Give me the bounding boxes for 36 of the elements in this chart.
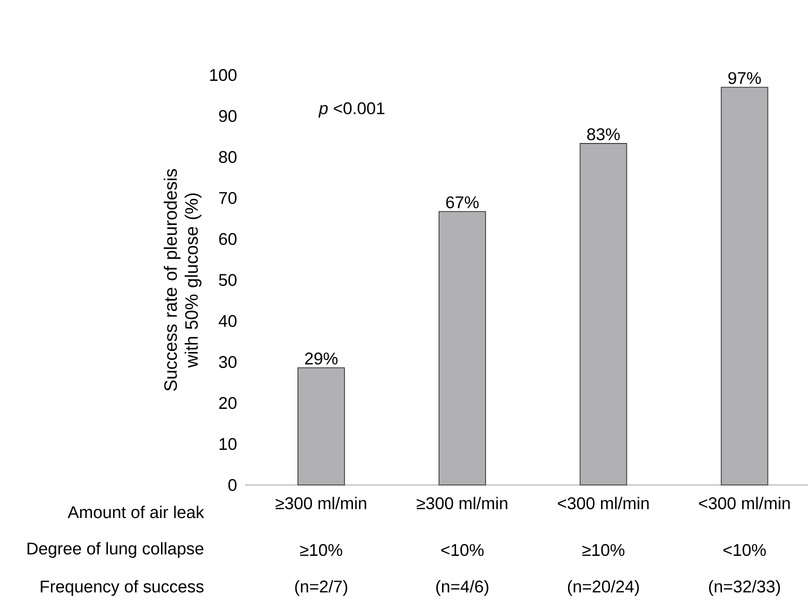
y-tick-label: 30 <box>218 356 237 368</box>
y-tick-label: 0 <box>228 478 237 491</box>
data-label: 67% <box>446 196 479 208</box>
annotation: p <0.001 <box>318 102 384 118</box>
y-tick-label: 90 <box>219 110 237 122</box>
bar <box>580 143 628 486</box>
text: (n=20/24) <box>568 580 639 596</box>
text: Amount of air leak <box>68 506 204 518</box>
text: ≥10% <box>582 544 624 556</box>
y-tick-label: 20 <box>219 396 237 409</box>
y-tick-label: 70 <box>219 192 237 204</box>
y-tick-label: 50 <box>218 274 237 286</box>
bar <box>720 86 768 486</box>
bar <box>438 211 486 486</box>
y-tick-label: 40 <box>218 314 237 327</box>
x-tick-label: <300 ml/min <box>558 496 649 510</box>
x-tick-label: <300 ml/min <box>698 496 790 510</box>
y-tick-label: 80 <box>219 150 237 163</box>
text: (n=32/33) <box>709 580 780 596</box>
y-tick-label: 100 <box>210 68 237 81</box>
data-label: 97% <box>728 72 761 84</box>
x-tick-label: ≥300 ml/min <box>276 496 366 510</box>
text: Frequency of success <box>40 580 204 596</box>
y-tick-label: 60 <box>219 232 237 245</box>
x-tick-label: ≥300 ml/min <box>416 496 508 510</box>
data-label: 83% <box>587 128 620 140</box>
text: Degree of lung collapse <box>28 542 204 558</box>
data-label: 29% <box>305 352 338 365</box>
y-tick-label: 10 <box>220 438 237 450</box>
text: ≥10% <box>300 544 342 556</box>
text: <10% <box>723 544 766 556</box>
bar <box>298 367 345 486</box>
text: <10% <box>441 544 484 556</box>
text: (n=2/7) <box>295 580 348 596</box>
y-axis-title: Success rate of pleurodesis with 50% glucose (%) <box>164 169 202 391</box>
text: (n=4/6) <box>436 580 488 596</box>
